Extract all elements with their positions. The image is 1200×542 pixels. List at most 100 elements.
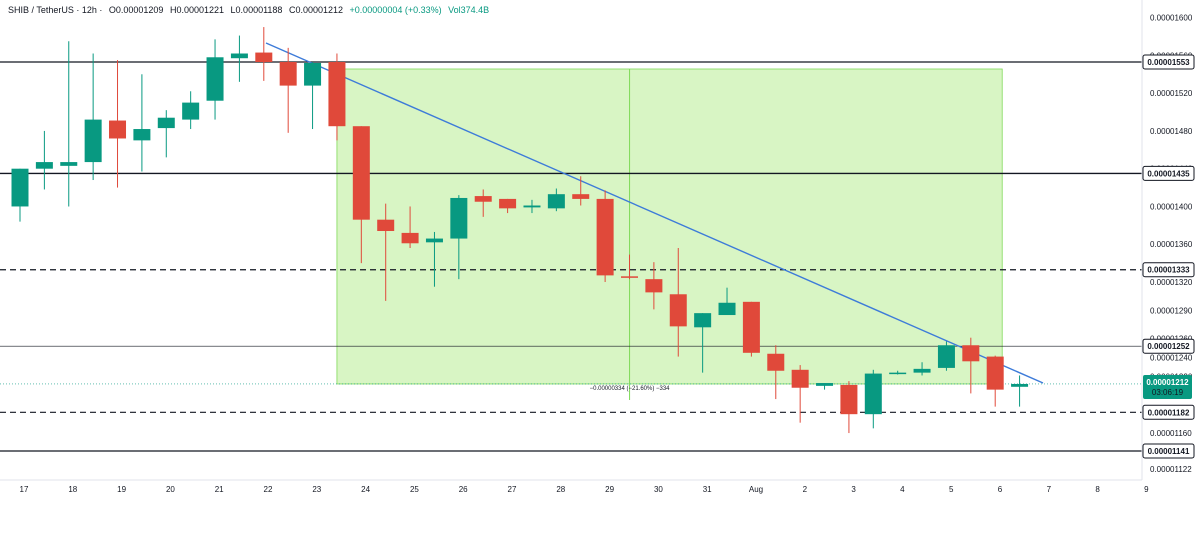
x-tick-label: 25 (410, 485, 419, 494)
candle-body (230, 53, 248, 59)
volume-value: Vol374.4B (448, 5, 490, 15)
x-tick-label: 19 (117, 485, 126, 494)
x-tick-label: 31 (703, 485, 712, 494)
x-tick-label: 29 (605, 485, 614, 494)
open-value: O0.00001209 (108, 5, 164, 15)
candle-body (279, 62, 297, 86)
level-price-label: 0.00001141 (1148, 447, 1190, 456)
high-value: H0.00001221 (169, 5, 225, 15)
level-price-label: 0.00001553 (1147, 58, 1190, 67)
candle-body (913, 368, 931, 373)
level-price-label: 0.00001333 (1147, 266, 1190, 275)
candle-body (572, 194, 590, 199)
y-tick-label: 0.00001240 (1150, 354, 1193, 363)
level-price-label: 0.00001252 (1147, 342, 1190, 351)
x-tick-label: 6 (998, 485, 1003, 494)
candle-body (157, 117, 175, 129)
candle-body (182, 102, 200, 120)
level-price-label: 0.00001435 (1147, 169, 1190, 178)
level-price-tag (1142, 262, 1195, 278)
x-tick-label: 30 (654, 485, 663, 494)
candle-body (109, 120, 127, 139)
x-tick-label: 17 (20, 485, 29, 494)
countdown-label: 03:06:19 (1152, 388, 1184, 397)
measure-zone (336, 68, 1003, 385)
x-tick-label: 5 (949, 485, 954, 494)
y-tick-label: 0.00001360 (1150, 240, 1193, 249)
x-tick-label: 26 (459, 485, 468, 494)
y-tick-label: 0.00001320 (1150, 278, 1193, 287)
measure-label: −0.00000334 (−21.60%) −334 (590, 386, 671, 392)
candle-body (645, 279, 663, 293)
candle-body (816, 383, 834, 386)
level-price-label: 0.00001182 (1148, 408, 1190, 417)
candle-body (669, 294, 687, 327)
y-tick-label: 0.00001160 (1150, 429, 1192, 438)
y-tick-label: 0.00001122 (1150, 465, 1192, 474)
candle-body (328, 62, 346, 127)
candle-body (1011, 383, 1029, 387)
symbol-label[interactable]: SHIB / TetherUS · 12h · (8, 5, 103, 15)
x-tick-label: Aug (749, 485, 763, 494)
y-tick-label: 0.00001600 (1150, 14, 1193, 23)
candle-body (474, 196, 492, 202)
ohlc-header: SHIB / TetherUS · 12h · O0.00001209 H0.0… (8, 5, 493, 15)
level-price-tag (1142, 404, 1195, 420)
close-value: C0.00001212 (288, 5, 344, 15)
x-tick-label: 28 (556, 485, 565, 494)
candle-body (864, 373, 882, 415)
candle-body (11, 168, 29, 207)
descending-trendline[interactable] (265, 42, 1044, 384)
low-value: L0.00001188 (230, 5, 283, 15)
candle-body (425, 238, 443, 243)
candle-body (352, 126, 370, 220)
candle-body (523, 205, 541, 208)
candle-body (401, 232, 419, 244)
candle-body (767, 353, 785, 371)
candle-body (596, 198, 614, 276)
x-tick-label: 27 (508, 485, 517, 494)
y-tick-label: 0.00001290 (1150, 306, 1193, 315)
x-tick-label: 9 (1144, 485, 1149, 494)
candle-body (694, 313, 712, 328)
candle-body (718, 302, 736, 316)
candle-body (937, 345, 955, 368)
candle-body (791, 369, 809, 388)
candle-body (377, 219, 395, 232)
x-tick-label: 3 (851, 485, 856, 494)
candle-body (60, 162, 78, 166)
candle-body (206, 57, 224, 101)
y-tick-label: 0.00001400 (1150, 202, 1193, 211)
current-price-tag (1143, 374, 1192, 399)
candle-body (304, 62, 322, 86)
level-price-tag (1142, 165, 1195, 181)
candle-body (255, 52, 273, 62)
candle-body (35, 162, 53, 169)
candle-body (621, 276, 638, 278)
level-price-tag (1142, 443, 1195, 459)
x-tick-label: 23 (312, 485, 321, 494)
level-price-tag (1142, 54, 1195, 70)
candle-body (742, 301, 760, 353)
candle-body (986, 356, 1004, 390)
x-tick-label: 20 (166, 485, 175, 494)
x-tick-label: 8 (1095, 485, 1100, 494)
x-tick-label: 4 (900, 485, 905, 494)
x-tick-label: 2 (803, 485, 808, 494)
level-price-tag (1142, 338, 1195, 354)
candle-body (889, 372, 907, 375)
x-tick-label: 18 (68, 485, 77, 494)
candle-body (84, 119, 102, 163)
x-tick-label: 22 (264, 485, 273, 494)
candle-body (133, 129, 151, 141)
candle-body (962, 345, 980, 362)
candle-body (450, 197, 468, 239)
y-tick-label: 0.00001480 (1150, 127, 1193, 136)
x-tick-label: 7 (1047, 485, 1052, 494)
candle-body (499, 198, 517, 209)
candle-body (840, 384, 858, 415)
change-value: +0.00000004 (+0.33%) (349, 5, 442, 15)
current-price-label: 0.00001212 (1146, 378, 1189, 387)
